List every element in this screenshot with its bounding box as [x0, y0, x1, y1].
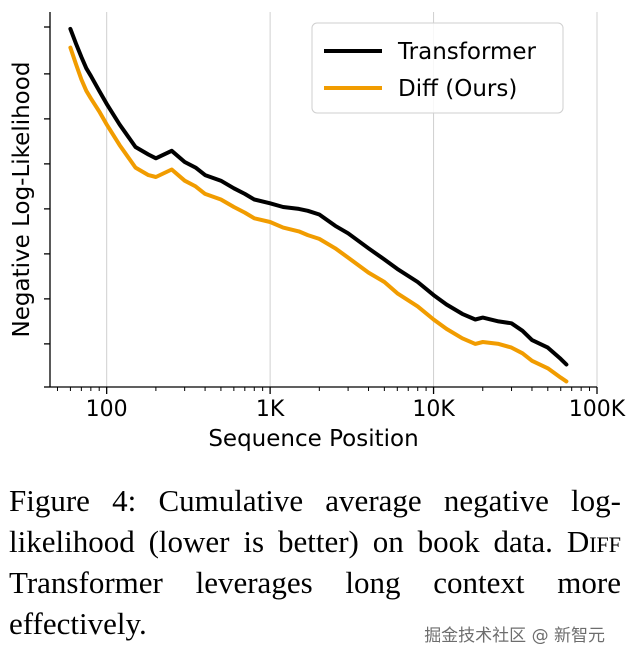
- x-tick-label: 100K: [569, 397, 626, 422]
- nll-line-chart: 100 1K 10K 100K Sequence Position Negative Lo…: [9, 12, 626, 452]
- legend-label-transformer: Transformer: [397, 39, 537, 65]
- figure-caption: Figure 4: Cumulative average negative lo…: [9, 480, 621, 644]
- x-tick-label: 10K: [412, 397, 455, 422]
- legend-label-diff: Diff (Ours): [398, 76, 517, 102]
- y-axis-label: Negative Log-Likelihood: [9, 62, 35, 338]
- series-line-transformer: [68, 26, 569, 367]
- x-axis-label: Sequence Position: [208, 426, 418, 452]
- caption-prefix: Figure 4: Cumulative average negative lo…: [9, 483, 621, 559]
- x-tick-label: 1K: [256, 397, 285, 422]
- series-line-diff: [68, 45, 569, 384]
- legend-box: [311, 22, 564, 114]
- x-tick-label: 100: [86, 397, 128, 422]
- watermark: 掘金技术社区 @ 新智元: [421, 620, 608, 647]
- caption-suffix: Transformer leverages long context more …: [9, 565, 621, 641]
- caption-diff-smallcaps: Diff: [566, 524, 621, 559]
